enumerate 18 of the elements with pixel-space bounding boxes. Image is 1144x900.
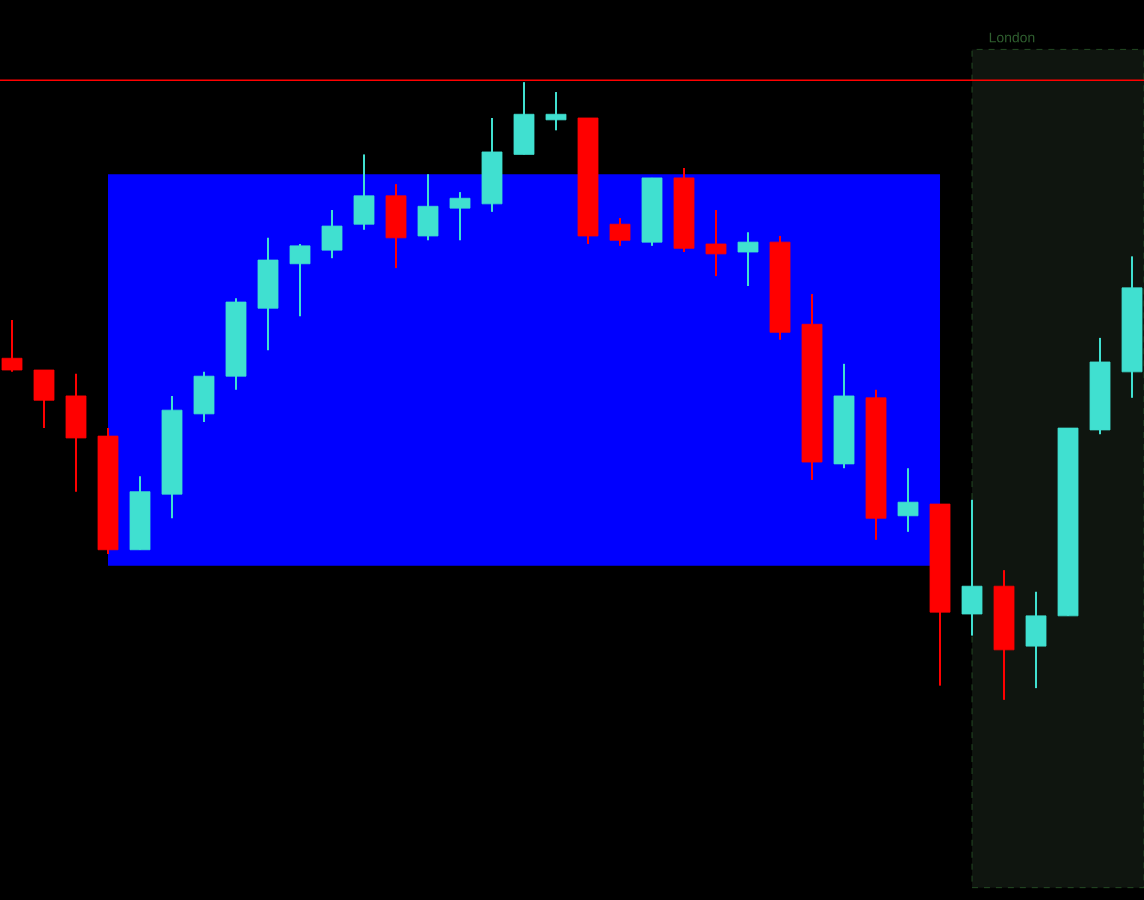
- candlestick: [1025, 590, 1047, 690]
- candlestick: [321, 209, 343, 260]
- candlestick: [385, 183, 407, 270]
- candlestick: [65, 372, 87, 493]
- candlestick: [897, 467, 919, 533]
- candlestick: [737, 231, 759, 287]
- candlestick: [353, 153, 375, 231]
- candlestick: [193, 370, 215, 423]
- candlestick: [1, 318, 23, 373]
- candlestick: [609, 217, 631, 247]
- candlestick: [289, 242, 311, 318]
- candlestick: [705, 209, 727, 278]
- candlestick: [961, 498, 983, 637]
- candlestick: [449, 191, 471, 242]
- candlestick: [545, 91, 567, 132]
- candlestick: [33, 369, 55, 430]
- candlestick: [417, 173, 439, 242]
- candlestick: [513, 81, 535, 156]
